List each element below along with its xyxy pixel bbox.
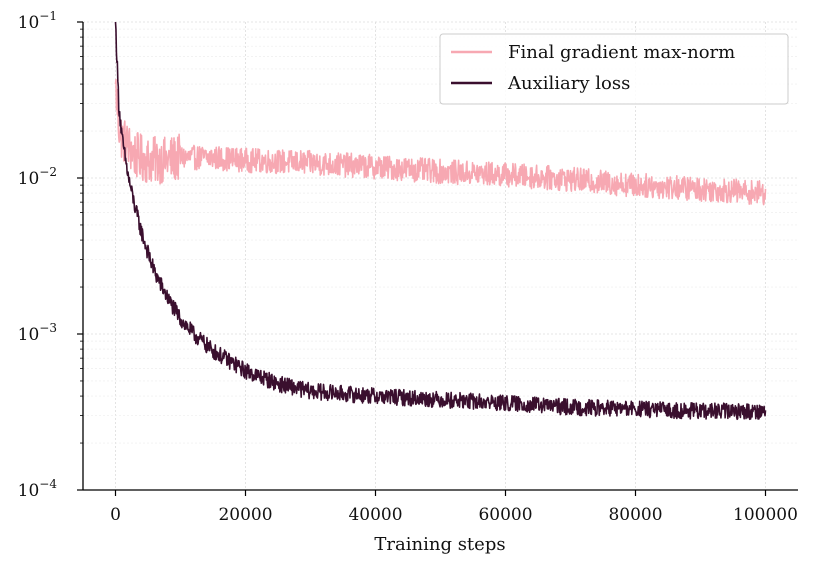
series-line-gradient-norm <box>114 78 767 206</box>
legend-box <box>439 33 789 105</box>
x-axis-title: Training steps <box>374 534 505 555</box>
x-tick-label: 0 <box>110 505 121 525</box>
series-layer <box>114 21 767 421</box>
y-tick-label-exponent: −1 <box>39 9 57 23</box>
y-tick-label: 10−2 <box>18 165 57 189</box>
y-tick-label: 10−1 <box>18 9 57 33</box>
x-tick-label: 20000 <box>218 505 272 525</box>
x-tick-label: 40000 <box>348 505 402 525</box>
legend: Final gradient max-norm Auxiliary loss <box>439 33 789 105</box>
y-tick-label-exponent: −3 <box>39 321 57 335</box>
y-tick-label: 10−4 <box>18 477 58 501</box>
ticks: 0 20000 40000 60000 80000 100000 10−1 10−2 10−3 1… <box>18 9 798 525</box>
series-line-auxiliary-loss <box>114 21 767 421</box>
legend-label-gradient-norm: Final gradient max-norm <box>508 42 735 63</box>
y-tick-label-exponent: −4 <box>39 477 57 491</box>
axes <box>82 22 798 491</box>
x-tick-label: 80000 <box>608 505 662 525</box>
y-tick-label: 10−3 <box>18 321 57 345</box>
y-tick-label-exponent: −2 <box>39 165 57 179</box>
x-tick-label: 60000 <box>478 505 532 525</box>
x-tick-label: 100000 <box>733 505 798 525</box>
legend-label-auxiliary-loss: Auxiliary loss <box>507 73 630 94</box>
